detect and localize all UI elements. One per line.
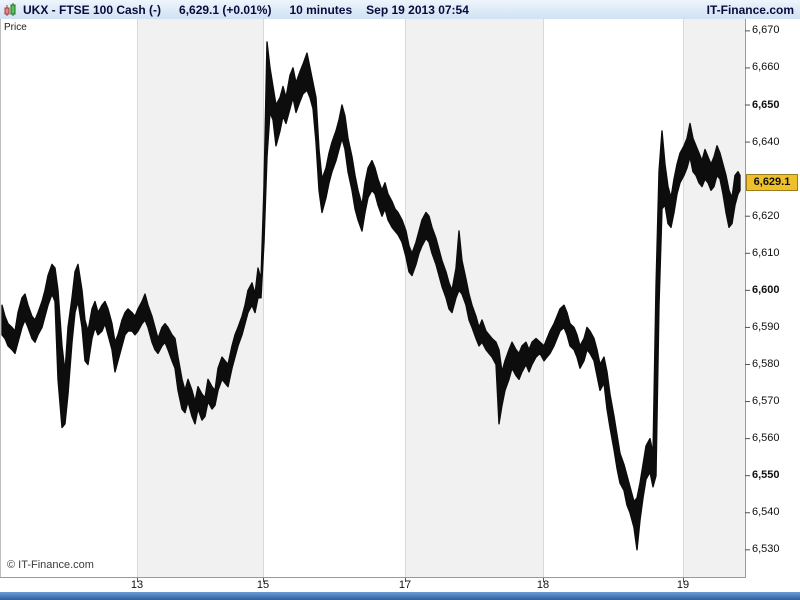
x-axis-tick [683, 578, 684, 582]
x-axis-label: 19 [676, 579, 690, 591]
chart-header: UKX - FTSE 100 Cash (-) 6,629.1 (+0.01%)… [0, 0, 800, 20]
x-axis-label: 15 [256, 579, 270, 591]
y-axis-label: 6,560 [752, 432, 780, 445]
timeframe-label[interactable]: 10 minutes [289, 2, 353, 17]
last-price-tag: 6,629.1 [746, 173, 798, 191]
x-axis-label: 17 [398, 579, 412, 591]
x-axis-tick [405, 578, 406, 582]
last-price-quote: 6,629.1 (+0.01%) [179, 2, 272, 17]
y-axis-label: 6,610 [752, 246, 780, 259]
y-axis-label: 6,600 [752, 283, 780, 296]
y-axis-label: 6,550 [752, 469, 780, 482]
candlestick-icon [4, 2, 16, 16]
y-axis-label: 6,670 [752, 24, 780, 37]
y-axis-label: 6,640 [752, 135, 780, 148]
price-plot-svg[interactable] [0, 19, 800, 578]
x-axis-tick [543, 578, 544, 582]
price-axis-title: Price [4, 22, 27, 33]
brand-logo-text[interactable]: IT-Finance.com [706, 2, 794, 17]
copyright-watermark: © IT-Finance.com [7, 559, 94, 571]
y-axis-label: 6,570 [752, 395, 780, 408]
instrument-name: UKX - FTSE 100 Cash (-) [23, 2, 162, 17]
y-axis-label: 6,540 [752, 506, 780, 519]
x-axis-label: 18 [536, 579, 550, 591]
y-axis-label: 6,620 [752, 209, 780, 222]
y-axis-label: 6,530 [752, 543, 780, 556]
chart-canvas[interactable]: Price © IT-Finance.com 6,670 6,660 6,650 6,… [0, 19, 800, 592]
y-axis-label: 6,660 [752, 61, 780, 74]
time-axis[interactable]: 13 15 17 18 19 [0, 578, 746, 592]
y-axis-label: 6,580 [752, 357, 780, 370]
x-axis-label: 13 [130, 579, 144, 591]
timestamp-label: Sep 19 2013 07:54 [366, 2, 469, 17]
y-axis-label: 6,590 [752, 320, 780, 333]
x-axis-tick [263, 578, 264, 582]
x-axis-tick [137, 578, 138, 582]
bottom-status-bar [0, 592, 800, 600]
y-axis-label: 6,650 [752, 98, 780, 111]
